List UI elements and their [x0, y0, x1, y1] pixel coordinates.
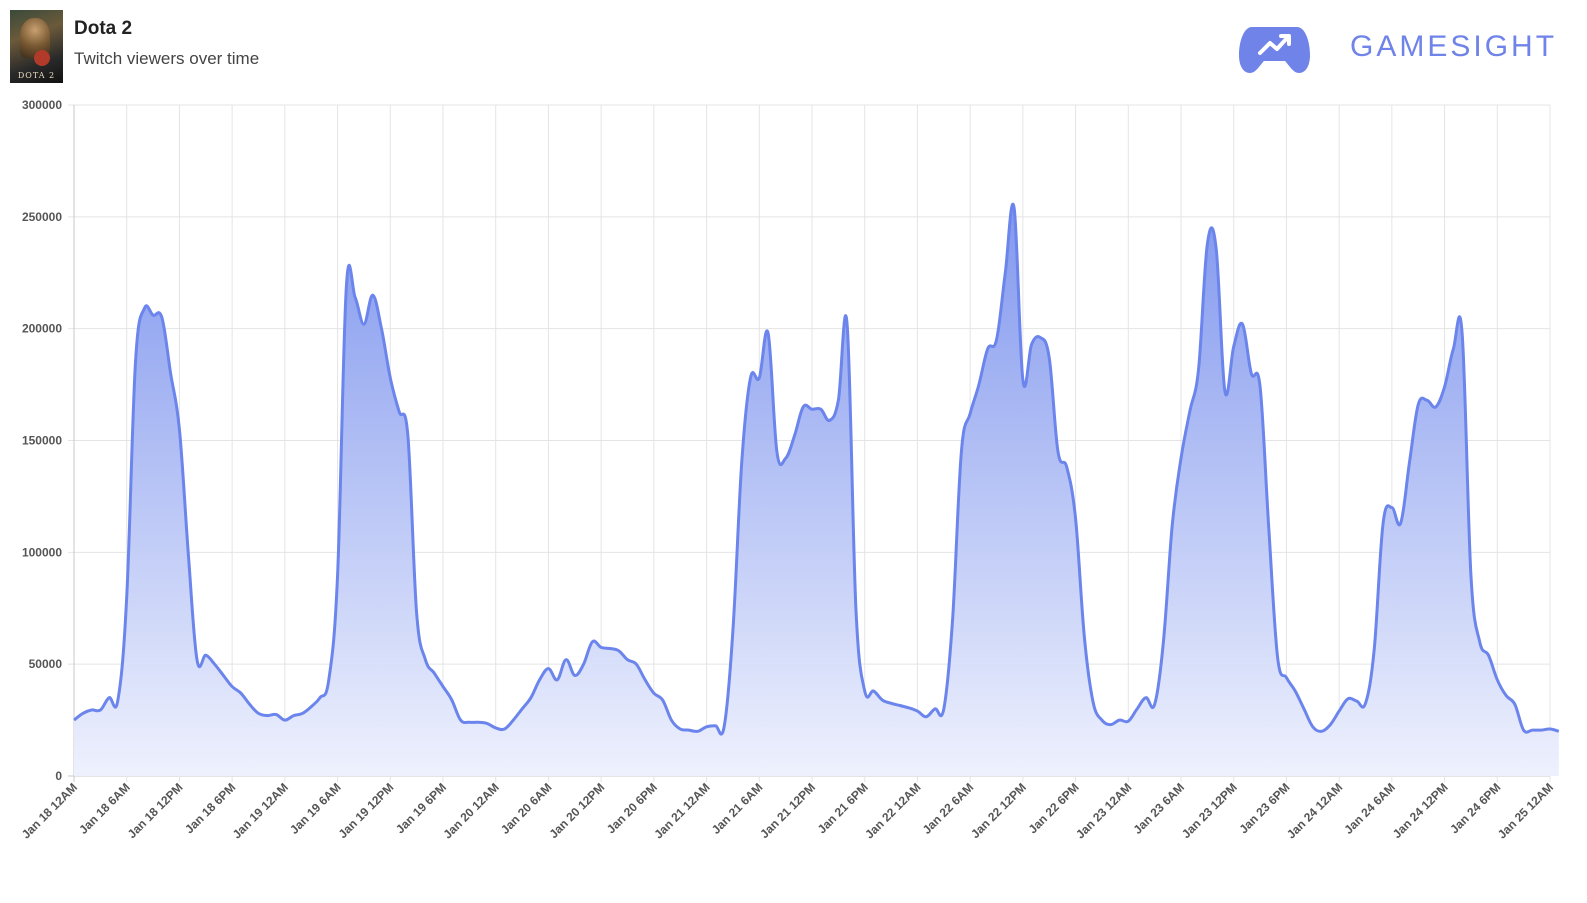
x-tick-label: Jan 24 12AM [1284, 780, 1345, 841]
game-title: Dota 2 [74, 18, 133, 39]
gamepad-trend-icon [1239, 27, 1310, 73]
x-tick-label: Jan 22 12AM [862, 780, 923, 841]
x-tick-label: Jan 20 12AM [441, 780, 502, 841]
x-tick-label: Jan 19 6AM [287, 780, 344, 837]
chart-header: DOTA 2 Dota 2 Twitch viewers over time G… [0, 0, 1587, 90]
x-tick-label: Jan 21 6PM [815, 780, 871, 836]
x-tick-label: Jan 24 6AM [1341, 780, 1398, 837]
x-tick-label: Jan 19 6PM [393, 780, 449, 836]
x-tick-label: Jan 22 6PM [1026, 780, 1082, 836]
y-axis: 0 50000 100000 150000 200000 250000 300000 [22, 98, 62, 783]
thumbnail-caption: DOTA 2 [17, 71, 56, 80]
y-tick-label: 100000 [22, 545, 62, 559]
game-thumbnail: DOTA 2 [10, 10, 63, 83]
x-tick-label: Jan 18 12AM [19, 780, 80, 841]
viewers-line [73, 203, 1560, 736]
x-tick-label: Jan 20 12PM [546, 780, 607, 841]
x-tick-label: Jan 24 6PM [1447, 780, 1503, 836]
x-tick-label: Jan 23 12AM [1073, 780, 1134, 841]
thumbnail-emblem [34, 50, 50, 66]
x-tick-label: Jan 20 6PM [604, 780, 660, 836]
y-tick-label: 300000 [22, 98, 62, 112]
y-tick-label: 0 [55, 769, 62, 783]
y-tick-label: 200000 [22, 322, 62, 336]
x-tick-label: Jan 23 12PM [1179, 780, 1240, 841]
x-tick-label: Jan 25 12AM [1495, 780, 1556, 841]
x-tick-label: Jan 21 6AM [709, 780, 766, 837]
x-tick-label: Jan 21 12PM [757, 780, 818, 841]
x-tick-label: Jan 18 6PM [182, 780, 238, 836]
x-tick-label: Jan 20 6AM [498, 780, 555, 837]
x-tick-label: Jan 22 12PM [968, 780, 1029, 841]
y-tick-label: 50000 [29, 657, 63, 671]
x-tick-label: Jan 23 6PM [1236, 780, 1292, 836]
x-tick-label: Jan 18 6AM [76, 780, 133, 837]
chart-subtitle: Twitch viewers over time [74, 49, 260, 68]
viewers-area [74, 204, 1559, 777]
viewers-chart: 0 50000 100000 150000 200000 250000 300000 Jan… [19, 98, 1560, 842]
x-tick-label: Jan 23 6AM [1131, 780, 1188, 837]
x-tick-label: Jan 24 12PM [1390, 780, 1451, 841]
x-tick-label: Jan 19 12AM [230, 780, 291, 841]
x-tick-label: Jan 19 12PM [336, 780, 397, 841]
x-tick-label: Jan 22 6AM [920, 780, 977, 837]
x-tick-label: Jan 21 12AM [651, 780, 712, 841]
y-tick-label: 150000 [22, 434, 62, 448]
brand-name: GAMESIGHT [1350, 30, 1558, 63]
y-tick-label: 250000 [22, 210, 62, 224]
x-tick-label: Jan 18 12PM [125, 780, 186, 841]
